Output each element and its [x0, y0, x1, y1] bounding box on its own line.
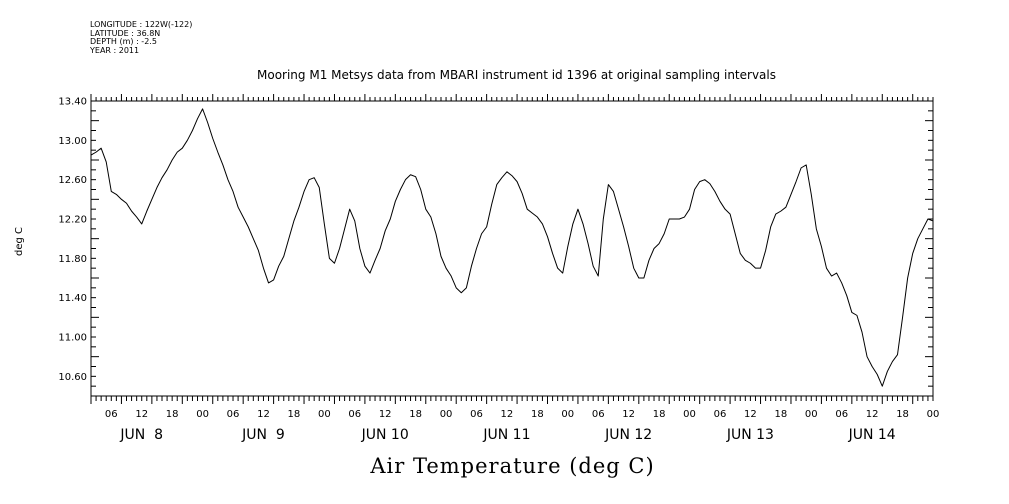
meta-depth: DEPTH (m) : -2.5 — [90, 37, 157, 46]
x-day-label: JUN 8 — [119, 427, 163, 443]
x-day-label: JUN 13 — [726, 427, 774, 443]
x-hour-label: 00 — [561, 409, 574, 420]
series-line — [90, 108, 934, 387]
meta-year: YEAR : 2011 — [90, 45, 140, 55]
x-hour-label: 12 — [866, 409, 879, 420]
y-tick-label: 12.60 — [58, 175, 87, 186]
x-hour-label: 06 — [592, 409, 605, 420]
x-day-label: JUN 10 — [361, 427, 409, 443]
x-hour-label: 12 — [379, 409, 392, 420]
x-hour-label: 06 — [835, 409, 848, 420]
y-tick-label: 11.40 — [58, 293, 87, 304]
meta-latitude: LATITUDE : 36.8N — [90, 28, 161, 38]
x-hour-label: 18 — [774, 409, 787, 420]
x-hour-label: 12 — [622, 409, 635, 420]
x-hour-label: 06 — [105, 409, 118, 420]
y-tick-label: 13.40 — [58, 97, 87, 108]
x-hour-label: 18 — [166, 409, 179, 420]
x-hour-label: 00 — [927, 409, 940, 420]
x-hour-label: 00 — [318, 409, 331, 420]
x-hour-label: 00 — [805, 409, 818, 420]
x-hour-label: 18 — [409, 409, 422, 420]
y-tick-label: 13.00 — [58, 136, 87, 147]
x-hour-label: 12 — [257, 409, 270, 420]
x-hour-label: 06 — [227, 409, 240, 420]
x-hour-label: 18 — [896, 409, 909, 420]
x-hour-label: 00 — [440, 409, 453, 420]
x-hour-label: 06 — [714, 409, 727, 420]
chart-title: Mooring M1 Metsys data from MBARI instru… — [257, 68, 776, 82]
x-hour-label: 00 — [196, 409, 209, 420]
y-tick-label: 10.60 — [58, 372, 87, 383]
x-hour-label: 12 — [135, 409, 148, 420]
y-tick-label: 12.20 — [58, 215, 87, 226]
x-hour-label: 18 — [653, 409, 666, 420]
meta-longitude: LONGITUDE : 122W(-122) — [90, 20, 193, 29]
x-day-label: JUN 9 — [241, 427, 285, 443]
x-hour-label: 12 — [501, 409, 514, 420]
x-hour-label: 18 — [288, 409, 301, 420]
x-hour-label: 00 — [683, 409, 696, 420]
x-hour-label: 12 — [744, 409, 757, 420]
y-tick-label: 11.00 — [58, 333, 87, 344]
x-day-label: JUN 11 — [482, 427, 530, 443]
plot-frame — [90, 100, 934, 397]
metadata-block: LONGITUDE : 122W(-122) LATITUDE : 36.8N … — [90, 20, 193, 55]
x-day-label: JUN 14 — [848, 427, 896, 443]
y-tick-label: 11.80 — [58, 254, 87, 265]
x-day-label: JUN 12 — [604, 427, 652, 443]
x-hour-label: 06 — [348, 409, 361, 420]
x-hour-label: 06 — [470, 409, 483, 420]
x-hour-label: 18 — [531, 409, 544, 420]
x-axis-label: Air Temperature (deg C) — [370, 454, 655, 478]
